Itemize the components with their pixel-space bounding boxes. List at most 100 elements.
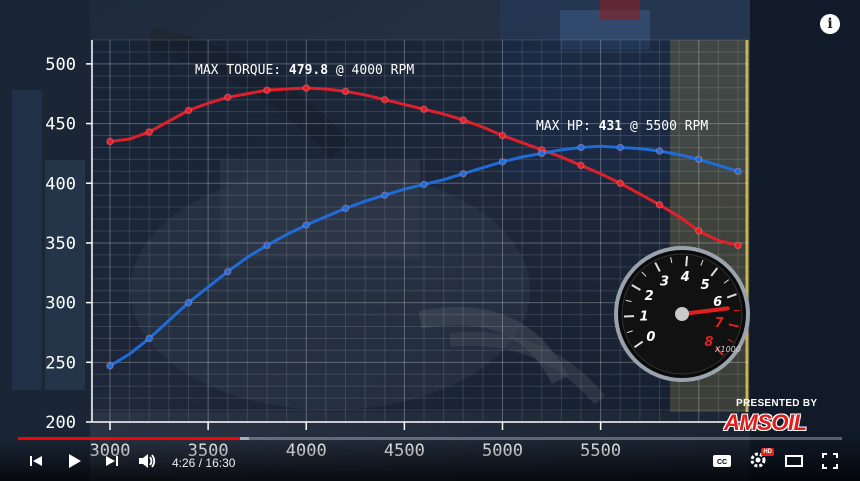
tachometer-number: 0 [646, 330, 655, 345]
fullscreen-button[interactable] [818, 447, 842, 475]
series-point-torque [224, 93, 232, 102]
skip-next-icon [106, 456, 118, 466]
play-icon [69, 454, 81, 468]
series-point-torque [381, 95, 389, 104]
series-point-hp [577, 143, 585, 152]
presented-by-label: PRESENTED BY [736, 398, 818, 409]
series-point-torque [184, 106, 193, 115]
series-point-hp [145, 334, 153, 343]
y-tick-labels: 500 450 400 350 300 250 200 [45, 55, 92, 433]
series-point-torque [734, 241, 742, 250]
captions-button[interactable]: CC [710, 447, 734, 475]
progress-played [18, 437, 240, 440]
series-point-hp [184, 298, 193, 307]
tachometer-number: 7 [715, 316, 725, 331]
tachometer-tick [626, 330, 633, 334]
tachometer-tick [715, 347, 724, 356]
series-point-hp [420, 180, 428, 189]
volume-icon [139, 454, 156, 468]
series-point-hp [459, 170, 467, 178]
theater-mode-button[interactable] [782, 447, 806, 475]
tachometer-tick [641, 271, 647, 277]
tachometer-tick [726, 293, 737, 299]
settings-button[interactable]: HD [746, 447, 774, 475]
y-tick-label: 450 [45, 115, 76, 135]
y-tick-label: 500 [45, 55, 76, 75]
y-tick-label: 200 [45, 413, 76, 433]
max-hp-annotation: MAX HP: 431 @ 5500 RPM [536, 119, 708, 134]
chart-series [106, 84, 742, 370]
series-point-torque [302, 84, 310, 92]
svg-text:CC: CC [717, 459, 727, 466]
series-point-torque [341, 87, 350, 96]
tachometer-tick [728, 323, 739, 328]
theater-mode-icon [785, 455, 803, 467]
y-tick-label: 250 [45, 353, 76, 373]
series-point-hp [655, 147, 664, 155]
tachometer-tick [700, 259, 704, 266]
tachometer-tick [625, 299, 632, 303]
tachometer-number: 4 [680, 270, 690, 285]
tachometer-number: 3 [660, 274, 669, 289]
current-time: 4:26 [172, 456, 196, 470]
series-point-torque [145, 128, 153, 136]
time-display: 4:26 / 16:30 [172, 456, 235, 470]
series-point-torque [459, 116, 467, 124]
tachometer-tick [723, 279, 730, 284]
amsoil-logo: AMSOIL [724, 410, 807, 435]
series-point-torque [106, 137, 114, 146]
y-tick-label: 350 [45, 234, 76, 254]
series-point-hp [616, 143, 624, 152]
series-point-hp [263, 241, 271, 250]
series-point-hp [734, 167, 742, 176]
tachometer-tick [727, 338, 734, 343]
volume-button[interactable] [134, 447, 160, 475]
tachometer-number: 1 [640, 310, 649, 325]
tachometer-tick [633, 340, 644, 349]
series-point-torque [616, 179, 624, 187]
time-separator: / [198, 456, 203, 470]
tachometer-tick [685, 256, 689, 267]
tachometer-number: 5 [701, 278, 710, 293]
tachometer-tick [710, 267, 719, 277]
tachometer-number: 2 [645, 289, 654, 304]
series-point-torque [420, 105, 428, 113]
tachometer-tick [631, 284, 641, 291]
series-point-torque [577, 161, 585, 170]
previous-button[interactable] [24, 447, 48, 475]
tachometer-hub [675, 307, 689, 321]
series-point-hp [695, 155, 703, 164]
series-point-hp [538, 149, 546, 158]
series-point-torque [263, 86, 271, 94]
max-torque-annotation: MAX TORQUE: 479.8 @ 4000 RPM [195, 63, 414, 78]
series-point-hp [302, 221, 310, 229]
next-button[interactable] [100, 447, 124, 475]
series-point-hp [224, 267, 232, 276]
y-tick-label: 300 [45, 294, 76, 314]
chart-axes [91, 40, 748, 423]
tachometer-gauge: 0 1 23 456 78 X1000 [614, 246, 750, 382]
settings-gear: HD [749, 448, 774, 471]
fullscreen-icon [822, 453, 838, 469]
series-point-hp [341, 204, 350, 213]
captions-icon: CC [713, 455, 731, 467]
progress-bar[interactable] [18, 437, 842, 440]
hd-badge: HD [761, 448, 774, 456]
tachometer-unit: X1000 [714, 345, 741, 354]
series-point-hp [381, 191, 389, 199]
series-point-torque [655, 201, 664, 209]
info-icon[interactable]: i [820, 14, 840, 34]
tachometer-number: 6 [713, 295, 722, 310]
tachometer-tick [654, 262, 661, 272]
tachometer-tick [670, 257, 673, 264]
series-point-hp [498, 158, 507, 166]
tachometer-needle [680, 306, 730, 316]
gear-icon [750, 452, 766, 468]
y-tick-label: 400 [45, 174, 76, 194]
play-button[interactable] [60, 447, 88, 475]
duration: 16:30 [205, 456, 236, 470]
player-controls: 4:26 / 16:30 CC HD [0, 437, 860, 481]
